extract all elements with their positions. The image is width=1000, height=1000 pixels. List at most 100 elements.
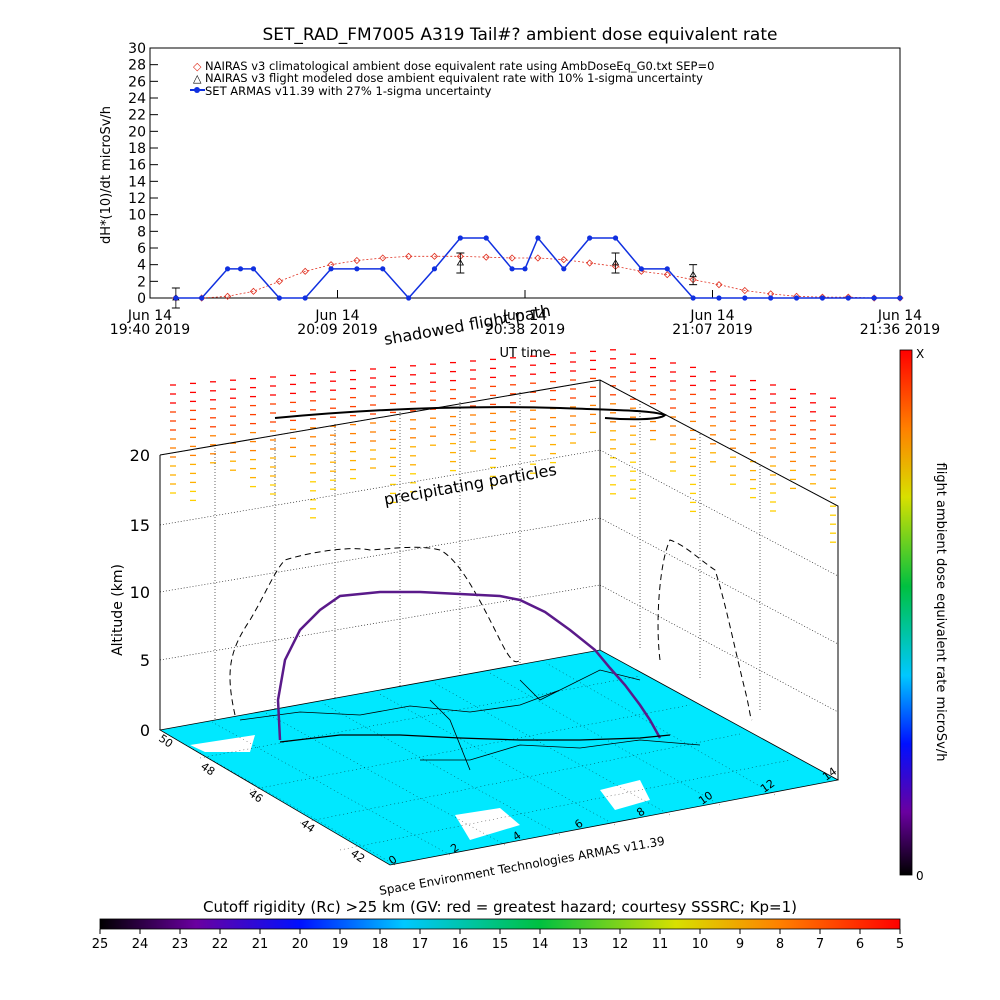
y-tick-label: 16 (128, 158, 146, 174)
armas-point (237, 266, 244, 272)
top-legend: ◇ NAIRAS v3 climatological ambient dose … (190, 59, 714, 98)
altitude-tick-label: 0 (140, 721, 150, 740)
armas-point (871, 295, 877, 301)
y-tick-label: 12 (128, 191, 146, 207)
x-tick-label-date: Jun 14 (127, 308, 172, 324)
nairas-climatological-point (741, 286, 749, 295)
plot-3d: shadowed flight path precipitating parti… (110, 301, 839, 898)
nairas-climatological-point (224, 292, 232, 300)
nairas-climatological-point (586, 259, 594, 267)
armas-point (457, 235, 463, 241)
colorbar-tick-label: 7 (816, 937, 824, 952)
flight-path-top-projection (274, 406, 667, 421)
y-tick-label: 2 (137, 274, 146, 290)
armas-point (406, 295, 412, 301)
legend-marker-triangle: △ (193, 72, 202, 85)
x-tick-label-date: Jun 14 (314, 308, 359, 324)
colorbar-tick-label: 25 (92, 937, 109, 952)
colorbar-tick-label: 22 (212, 937, 229, 952)
x-tick-label-date: Jun 14 (877, 308, 922, 324)
x-tick-label-time: 21:36 2019 (860, 322, 940, 338)
x-tick-label-date: Jun 14 (502, 308, 547, 324)
armas-point (897, 295, 903, 301)
y-tick-label: 4 (137, 258, 146, 274)
armas-point (483, 235, 489, 241)
colorbar-tick-label: 17 (412, 937, 429, 952)
coastline (239, 669, 701, 771)
armas-point (380, 266, 386, 272)
y-tick-label: 8 (137, 224, 146, 240)
altitude-tick-label: 15 (130, 516, 150, 535)
y-tick-label: 18 (128, 141, 146, 157)
bottom-colorbar-title: Cutoff rigidity (Rc) >25 km (GV: red = g… (203, 898, 797, 916)
colorbar-tick-label: 18 (372, 937, 389, 952)
armas-point (768, 295, 774, 301)
y-tick-label: 0 (137, 291, 146, 307)
y-tick-label: 14 (128, 174, 146, 190)
colorbar-tick-label: 24 (132, 937, 149, 952)
colorbar-tick-label: 13 (572, 937, 589, 952)
x-tick-label-time: 20:38 2019 (485, 322, 565, 338)
colorbar-tick-label: 9 (736, 937, 744, 952)
armas-point (509, 266, 515, 272)
x-tick-label-time: 19:40 2019 (110, 322, 190, 338)
y-tick-label: 10 (128, 208, 146, 224)
y-tick-label: 22 (128, 108, 146, 124)
legend-item-nairas-climatological: NAIRAS v3 climatological ambient dose eq… (205, 59, 714, 73)
flight-path-3d (276, 590, 662, 741)
colorbar-tick-label: 23 (172, 937, 189, 952)
armas-point (354, 266, 360, 272)
precipitating-particle-marks (170, 349, 836, 543)
right-colorbar-title: flight ambient dose equivalent rate micr… (933, 463, 948, 762)
armas-point (612, 235, 619, 241)
nairas-climatological-point (353, 256, 361, 265)
colorbar-tick-label: 19 (332, 937, 349, 952)
colorbar-tick-label: 8 (776, 937, 784, 952)
legend-item-nairas-flight: NAIRAS v3 flight modeled dose ambient eq… (205, 71, 703, 85)
x-tick-label-date: Jun 14 (689, 308, 734, 324)
armas-point (561, 266, 567, 272)
armas-point (199, 295, 205, 301)
nairas-climatological-point (301, 267, 309, 275)
armas-point (716, 295, 722, 301)
land-patch-1 (190, 735, 255, 752)
altitude-tick-label: 10 (130, 583, 150, 602)
armas-point (664, 266, 670, 272)
wall-frame (159, 379, 839, 780)
armas-point (302, 295, 308, 301)
right-colorbar-bottom-label: 0 (916, 869, 924, 883)
armas-point (845, 295, 851, 301)
nairas-climatological-point (482, 253, 490, 261)
land-patch-2 (455, 808, 520, 840)
top-series-group (171, 235, 904, 309)
armas-point (173, 295, 179, 301)
altitude-tick-label: 20 (130, 446, 150, 465)
nairas-climatological-point (560, 256, 568, 264)
nairas-climatological-point (379, 254, 387, 262)
armas-point (742, 295, 748, 301)
y-tick-label: 28 (128, 58, 146, 74)
y-tick-label: 24 (128, 91, 146, 107)
nairas-climatological-point (715, 281, 723, 289)
armas-point (224, 266, 231, 272)
armas-point (587, 235, 593, 241)
y-tick-label: 30 (128, 41, 146, 57)
land-patch-3 (600, 780, 650, 810)
colorbar-tick-label: 12 (612, 937, 629, 952)
nairas-climatological-point (405, 252, 413, 260)
top-y-axis-label: dH*(10)/dt microSv/h (99, 106, 114, 244)
colorbar-tick-label: 6 (856, 937, 864, 952)
armas-point (535, 235, 541, 241)
colorbar-tick-label: 21 (252, 937, 269, 952)
legend-marker-dot (194, 87, 200, 93)
legend-marker-diamond: ◇ (193, 60, 202, 73)
bottom-colorbar-ticks: 25 24 23 22 21 20 19 18 17 16 15 14 13 12 11 10 9 8 7 6 5 (92, 929, 904, 952)
altitude-ticks: 0 5 10 15 20 (130, 446, 150, 740)
colorbar-tick-label: 11 (652, 937, 669, 952)
armas-point (690, 295, 696, 301)
armas-point (638, 266, 644, 272)
armas-point (522, 266, 528, 272)
